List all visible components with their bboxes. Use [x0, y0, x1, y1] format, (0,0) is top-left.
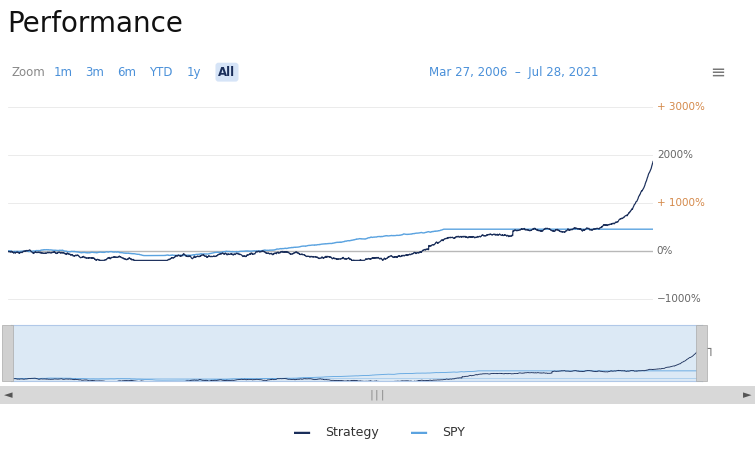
- Text: ◄: ◄: [4, 390, 12, 400]
- Text: −1000%: −1000%: [657, 294, 701, 304]
- Text: |||: |||: [368, 389, 387, 400]
- Text: 2000%: 2000%: [657, 150, 693, 160]
- Text: Strategy: Strategy: [325, 427, 378, 439]
- Text: ⊓: ⊓: [703, 346, 712, 359]
- Text: Performance: Performance: [8, 10, 183, 38]
- Text: 6m: 6m: [117, 66, 136, 78]
- Text: 1y: 1y: [186, 66, 201, 78]
- Text: All: All: [218, 66, 236, 78]
- Text: Zoom: Zoom: [11, 66, 45, 78]
- Text: SPY: SPY: [442, 427, 464, 439]
- Text: —: —: [410, 424, 428, 442]
- Text: —: —: [293, 424, 311, 442]
- Text: 1m: 1m: [54, 66, 72, 78]
- Text: 0%: 0%: [657, 246, 673, 256]
- Text: ≡: ≡: [710, 63, 726, 81]
- Text: ►: ►: [743, 390, 751, 400]
- Text: YTD: YTD: [149, 66, 172, 78]
- Text: + 1000%: + 1000%: [657, 198, 704, 208]
- Text: + 3000%: + 3000%: [657, 102, 704, 112]
- Text: Mar 27, 2006  –  Jul 28, 2021: Mar 27, 2006 – Jul 28, 2021: [430, 66, 599, 78]
- Text: ⊓: ⊓: [3, 346, 12, 359]
- Text: 3m: 3m: [85, 66, 104, 78]
